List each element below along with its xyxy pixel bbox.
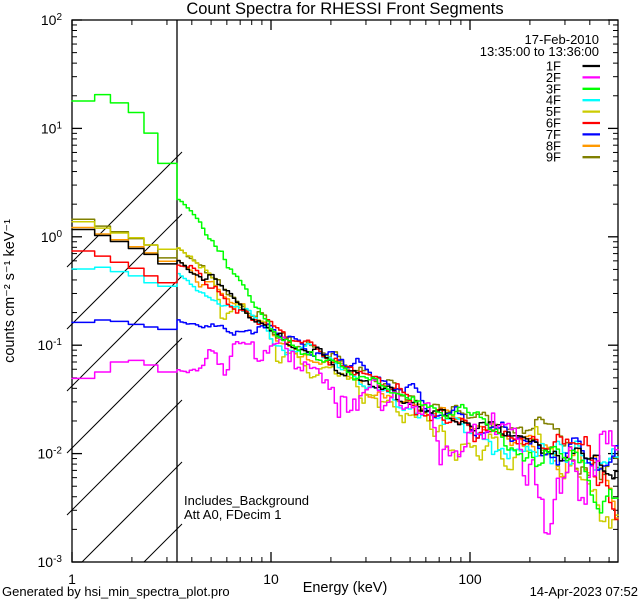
svg-text:Energy (keV): Energy (keV) — [303, 580, 388, 596]
svg-text:counts cm⁻² s⁻¹ keV⁻¹: counts cm⁻² s⁻¹ keV⁻¹ — [2, 219, 18, 363]
svg-text:100: 100 — [458, 571, 482, 587]
svg-text:9F: 9F — [546, 150, 561, 165]
svg-text:Att A0, FDecim 1: Att A0, FDecim 1 — [184, 507, 282, 522]
svg-text:14-Apr-2023 07:52: 14-Apr-2023 07:52 — [530, 584, 638, 599]
svg-text:Count Spectra for RHESSI Front: Count Spectra for RHESSI Front Segments — [186, 0, 503, 18]
svg-text:13:35:00 to 13:36:00: 13:35:00 to 13:36:00 — [480, 44, 599, 59]
svg-text:Includes_Background: Includes_Background — [184, 493, 309, 508]
svg-text:10: 10 — [263, 571, 279, 587]
svg-text:Generated by hsi_min_spectra_p: Generated by hsi_min_spectra_plot.pro — [2, 584, 230, 599]
